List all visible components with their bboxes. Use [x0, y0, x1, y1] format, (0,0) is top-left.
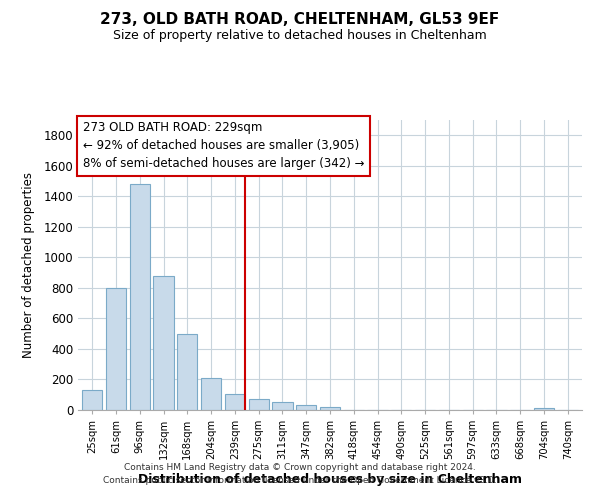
Bar — [534, 408, 554, 410]
X-axis label: Distribution of detached houses by size in Cheltenham: Distribution of detached houses by size … — [138, 474, 522, 486]
Text: 273 OLD BATH ROAD: 229sqm
← 92% of detached houses are smaller (3,905)
8% of sem: 273 OLD BATH ROAD: 229sqm ← 92% of detac… — [83, 122, 365, 170]
Bar — [154, 276, 173, 410]
Bar — [320, 407, 340, 410]
Bar — [296, 406, 316, 410]
Bar — [106, 288, 126, 410]
Bar — [272, 402, 293, 410]
Bar — [130, 184, 150, 410]
Text: Size of property relative to detached houses in Cheltenham: Size of property relative to detached ho… — [113, 29, 487, 42]
Bar — [225, 394, 245, 410]
Bar — [177, 334, 197, 410]
Bar — [248, 400, 269, 410]
Y-axis label: Number of detached properties: Number of detached properties — [22, 172, 35, 358]
Bar — [82, 390, 103, 410]
Text: 273, OLD BATH ROAD, CHELTENHAM, GL53 9EF: 273, OLD BATH ROAD, CHELTENHAM, GL53 9EF — [100, 12, 500, 28]
Text: Contains public sector information licensed under the Open Government Licence v3: Contains public sector information licen… — [103, 476, 497, 485]
Bar — [201, 378, 221, 410]
Text: Contains HM Land Registry data © Crown copyright and database right 2024.: Contains HM Land Registry data © Crown c… — [124, 464, 476, 472]
